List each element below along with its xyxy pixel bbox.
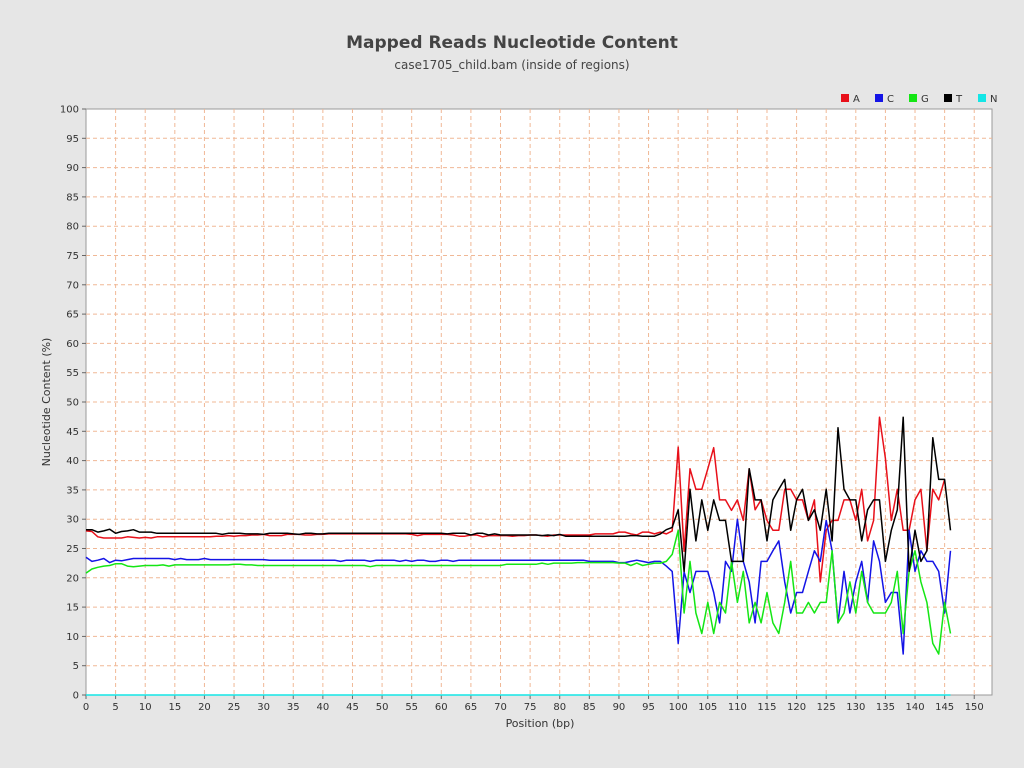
legend-swatch-n <box>978 94 986 102</box>
x-tick-label: 105 <box>698 702 717 713</box>
x-tick-label: 60 <box>435 702 448 713</box>
y-tick-label: 85 <box>66 192 79 203</box>
legend-swatch-t <box>944 94 952 102</box>
x-tick-label: 145 <box>935 702 954 713</box>
x-tick-label: 20 <box>198 702 211 713</box>
x-tick-label: 150 <box>965 702 984 713</box>
x-tick-label: 30 <box>257 702 270 713</box>
legend-label-g: G <box>921 94 929 105</box>
series-lines <box>85 416 952 696</box>
gridlines <box>86 109 992 695</box>
y-tick-label: 20 <box>66 573 79 584</box>
x-tick-label: 35 <box>287 702 300 713</box>
x-tick-label: 25 <box>228 702 241 713</box>
x-tick-label: 45 <box>346 702 359 713</box>
y-tick-label: 30 <box>66 515 79 526</box>
y-tick-label: 75 <box>66 251 79 262</box>
y-tick-label: 80 <box>66 222 79 233</box>
y-tick-label: 45 <box>66 427 79 438</box>
y-tick-label: 35 <box>66 485 79 496</box>
x-tick-label: 50 <box>376 702 389 713</box>
legend-swatch-a <box>841 94 849 102</box>
y-tick-label: 90 <box>66 163 79 174</box>
x-tick-label: 10 <box>139 702 152 713</box>
x-axis-label: Position (bp) <box>506 717 575 730</box>
chart-subtitle: case1705_child.bam (inside of regions) <box>394 58 629 72</box>
y-tick-label: 50 <box>66 398 79 409</box>
x-tick-label: 140 <box>905 702 924 713</box>
y-axis-label: Nucleotide Content (%) <box>40 338 53 467</box>
legend-label-a: A <box>853 94 860 105</box>
x-tick-label: 75 <box>524 702 537 713</box>
y-tick-label: 15 <box>66 603 79 614</box>
x-tick-label: 100 <box>669 702 688 713</box>
x-tick-label: 110 <box>728 702 747 713</box>
y-tick-label: 40 <box>66 456 79 467</box>
y-tick-label: 65 <box>66 310 79 321</box>
legend-label-n: N <box>990 94 997 105</box>
x-tick-label: 130 <box>846 702 865 713</box>
x-tick-label: 5 <box>112 702 118 713</box>
series-line-t <box>86 416 952 573</box>
x-tick-label: 85 <box>583 702 596 713</box>
x-tick-label: 135 <box>876 702 895 713</box>
x-tick-label: 0 <box>83 702 89 713</box>
y-tick-label: 60 <box>66 339 79 350</box>
x-tick-label: 55 <box>405 702 418 713</box>
y-axis-ticks: 0 5 10 15 20 25 30 35 40 45 50 55 60 65 70 75 80 85 90 95 10… <box>60 105 86 702</box>
x-tick-label: 15 <box>168 702 181 713</box>
x-tick-label: 90 <box>613 702 626 713</box>
legend-swatch-g <box>909 94 917 102</box>
y-tick-label: 10 <box>66 632 79 643</box>
y-tick-label: 0 <box>73 691 79 702</box>
x-tick-label: 115 <box>757 702 776 713</box>
y-tick-label: 95 <box>66 134 79 145</box>
y-tick-label: 55 <box>66 368 79 379</box>
y-tick-label: 25 <box>66 544 79 555</box>
x-tick-label: 120 <box>787 702 806 713</box>
x-tick-label: 40 <box>316 702 329 713</box>
legend-label-c: C <box>887 94 894 105</box>
x-tick-label: 125 <box>817 702 836 713</box>
x-tick-label: 65 <box>465 702 478 713</box>
chart-title: Mapped Reads Nucleotide Content <box>346 33 678 53</box>
legend-label-t: T <box>955 94 963 105</box>
x-tick-label: 95 <box>642 702 655 713</box>
series-line-g <box>85 529 952 655</box>
x-axis-ticks: 0 5 10 15 20 25 30 35 40 45 50 55 60 65 70 75 80 85 90 95 10… <box>83 695 984 713</box>
y-tick-label: 70 <box>66 280 79 291</box>
y-tick-label: 100 <box>60 105 79 116</box>
legend-swatch-c <box>875 94 883 102</box>
series-line-a <box>85 416 946 583</box>
x-tick-label: 80 <box>553 702 566 713</box>
y-tick-label: 5 <box>73 661 79 672</box>
x-tick-label: 70 <box>494 702 507 713</box>
series-line-c <box>85 518 952 655</box>
